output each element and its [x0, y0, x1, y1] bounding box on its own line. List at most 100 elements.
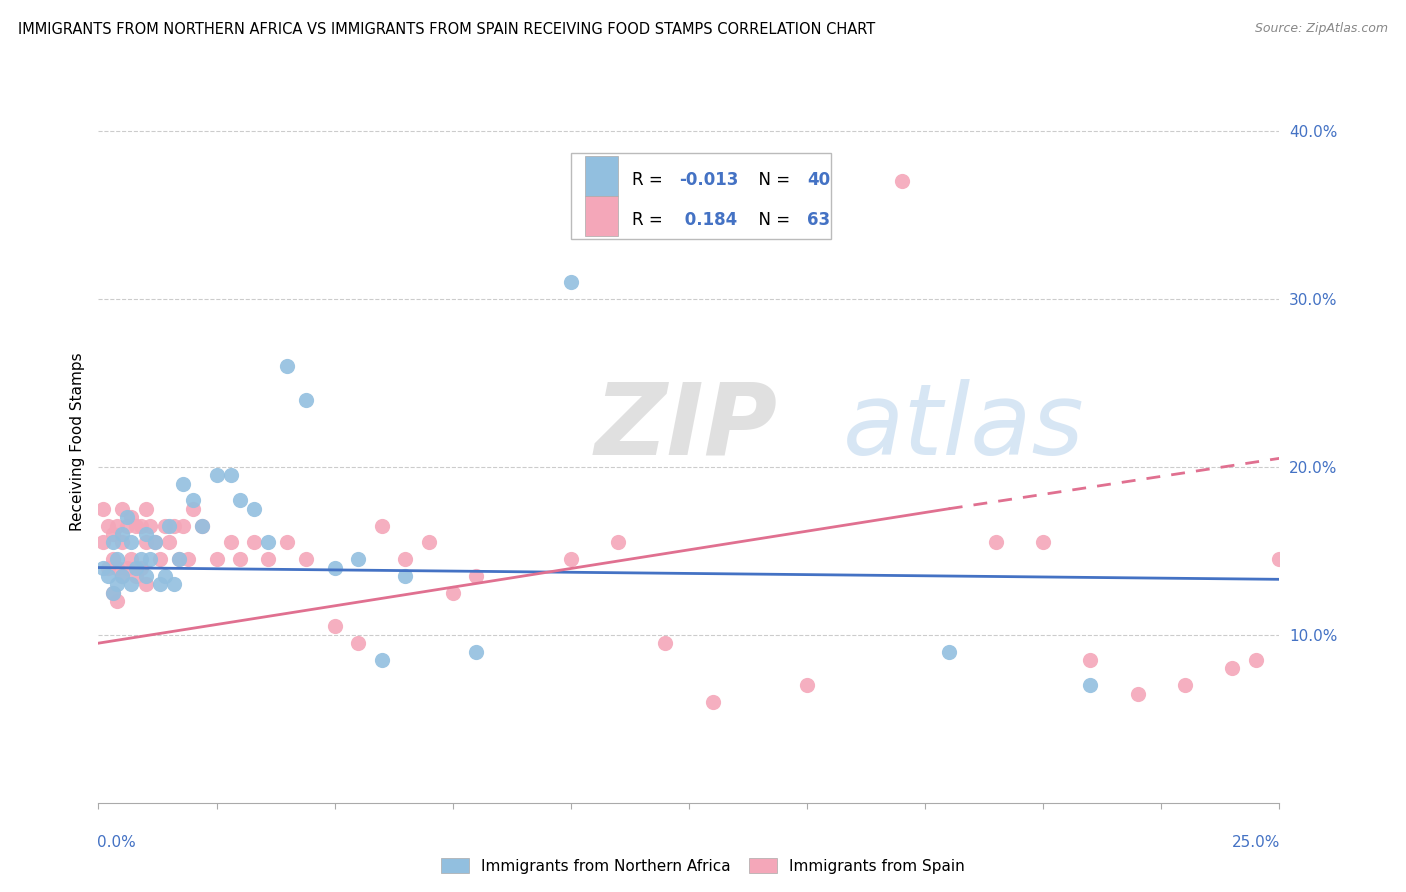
Text: atlas: atlas [842, 378, 1084, 475]
Point [143, 535, 166, 549]
Text: R =: R = [633, 171, 668, 189]
Text: -0.013: -0.013 [679, 171, 740, 189]
Point [167, 552, 190, 566]
Point [323, 560, 346, 574]
Point [97, 560, 120, 574]
Point [276, 535, 298, 549]
Point [111, 501, 134, 516]
Point [157, 535, 180, 549]
Point [243, 535, 266, 549]
Point [153, 569, 176, 583]
Point [135, 569, 157, 583]
Point [205, 468, 228, 483]
Point [295, 552, 318, 566]
Point [219, 535, 242, 549]
Text: N =: N = [748, 171, 796, 189]
Point [295, 392, 318, 407]
Point [101, 535, 124, 549]
Point [172, 518, 194, 533]
Point [101, 586, 124, 600]
Point [654, 636, 676, 650]
Point [111, 535, 134, 549]
Point [115, 560, 138, 574]
Point [560, 275, 582, 289]
Point [101, 586, 124, 600]
Point [121, 577, 143, 591]
Point [394, 552, 416, 566]
Point [135, 501, 157, 516]
Point [105, 577, 128, 591]
Text: 40: 40 [807, 171, 830, 189]
Point [157, 518, 180, 533]
Point [1244, 653, 1267, 667]
Point [229, 493, 252, 508]
Point [441, 586, 464, 600]
Point [91, 535, 114, 549]
Point [135, 577, 157, 591]
Point [129, 560, 152, 574]
Point [890, 174, 912, 188]
Point [111, 569, 134, 583]
Point [191, 518, 214, 533]
Point [121, 552, 143, 566]
Point [257, 535, 280, 549]
Point [149, 577, 172, 591]
Point [1268, 552, 1291, 566]
Point [938, 644, 960, 658]
Point [139, 518, 162, 533]
Y-axis label: Receiving Food Stamps: Receiving Food Stamps [69, 352, 84, 531]
Point [101, 552, 124, 566]
Legend: Immigrants from Northern Africa, Immigrants from Spain: Immigrants from Northern Africa, Immigra… [436, 852, 970, 880]
Point [796, 678, 818, 692]
Point [1220, 661, 1243, 675]
Point [97, 569, 120, 583]
Point [105, 594, 128, 608]
Point [219, 468, 242, 483]
FancyBboxPatch shape [571, 153, 831, 239]
Point [91, 501, 114, 516]
Point [984, 535, 1007, 549]
Point [229, 552, 252, 566]
Text: 0.184: 0.184 [679, 211, 738, 229]
Point [347, 552, 370, 566]
Text: Source: ZipAtlas.com: Source: ZipAtlas.com [1254, 22, 1388, 36]
Point [465, 644, 488, 658]
Point [323, 619, 346, 633]
Point [191, 518, 214, 533]
Point [125, 518, 148, 533]
Point [276, 359, 298, 373]
Point [257, 552, 280, 566]
Point [139, 552, 162, 566]
Text: 63: 63 [807, 211, 830, 229]
Point [177, 552, 200, 566]
Point [205, 552, 228, 566]
Point [143, 535, 166, 549]
Point [135, 527, 157, 541]
Point [91, 560, 114, 574]
Point [125, 560, 148, 574]
Point [347, 636, 370, 650]
Text: R =: R = [633, 211, 673, 229]
Point [121, 510, 143, 524]
Point [135, 535, 157, 549]
Point [101, 527, 124, 541]
Text: N =: N = [748, 211, 796, 229]
Point [371, 518, 394, 533]
Point [125, 569, 148, 583]
Point [1080, 653, 1102, 667]
Point [167, 552, 190, 566]
Point [394, 569, 416, 583]
Text: 25.0%: 25.0% [1232, 835, 1281, 850]
Point [163, 518, 186, 533]
Point [371, 653, 394, 667]
Point [465, 569, 488, 583]
Point [111, 527, 134, 541]
Text: 0.0%: 0.0% [97, 835, 136, 850]
Point [129, 552, 152, 566]
Point [418, 535, 440, 549]
Point [153, 518, 176, 533]
Point [111, 569, 134, 583]
Text: IMMIGRANTS FROM NORTHERN AFRICA VS IMMIGRANTS FROM SPAIN RECEIVING FOOD STAMPS C: IMMIGRANTS FROM NORTHERN AFRICA VS IMMIG… [18, 22, 876, 37]
Point [105, 552, 128, 566]
Point [105, 560, 128, 574]
